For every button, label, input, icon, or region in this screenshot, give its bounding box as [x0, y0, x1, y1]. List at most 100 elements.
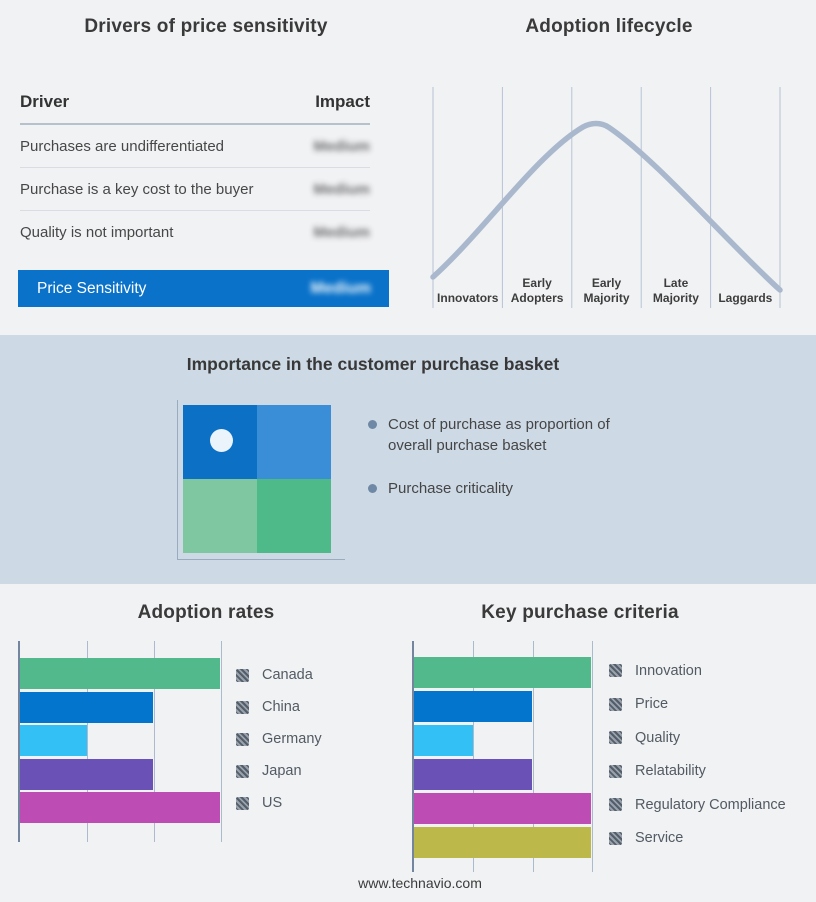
- legend-swatch-icon: [236, 668, 249, 682]
- key-purchase-criteria-legend: Innovation Price Quality Relatability Re…: [609, 654, 786, 855]
- key-purchase-criteria-plot: [412, 641, 593, 872]
- lifecycle-chart-title: Adoption lifecycle: [525, 16, 693, 37]
- column-header-driver: Driver: [20, 92, 70, 111]
- matrix-x-axis: [177, 559, 345, 560]
- key-purchase-criteria-chart-title: Key purchase criteria: [481, 602, 679, 623]
- table-row: Quality is not important Medium: [20, 211, 370, 254]
- lifecycle-stage-labels: Innovators Early Adopters Early Majority…: [433, 272, 780, 306]
- drivers-table: Driver Impact Purchases are undifferenti…: [20, 92, 370, 254]
- legend-swatch-icon: [236, 732, 249, 746]
- impact-cell-obscured: Medium: [313, 180, 370, 198]
- bullet-icon: [368, 420, 377, 429]
- bullet-text: Cost of purchase as proportion of overal…: [388, 416, 610, 454]
- legend-item: Canada: [236, 659, 322, 691]
- bullet-text: Purchase criticality: [388, 480, 514, 497]
- bar-regulatory-compliance: [414, 793, 591, 824]
- matrix-quadrant-bottom-right: [257, 479, 331, 553]
- purchase-basket-title: Importance in the customer purchase bask…: [186, 354, 560, 374]
- legend-label: US: [262, 795, 283, 811]
- footer-url: www.technavio.com: [358, 875, 482, 891]
- bar-japan: [20, 758, 154, 790]
- list-item: Cost of purchase as proportion of overal…: [368, 414, 640, 456]
- bar-group: [414, 641, 591, 858]
- list-item: Purchase criticality: [368, 478, 640, 499]
- gridline: [592, 641, 593, 872]
- adoption-rates-chart-title: Adoption rates: [137, 602, 275, 623]
- matrix-quadrant-bottom-left: [183, 479, 257, 553]
- stage-label-early-majority: Early Majority: [583, 276, 630, 305]
- legend-item: Regulatory Compliance: [609, 788, 786, 822]
- legend-label: Quality: [635, 729, 681, 746]
- lifecycle-bell-curve-chart: [430, 87, 783, 308]
- bar-us: [20, 792, 220, 823]
- gridline: [154, 641, 155, 842]
- price-sensitivity-summary-row: Price Sensitivity Medium: [18, 270, 389, 307]
- legend-swatch-icon: [236, 764, 249, 778]
- bar-china: [20, 691, 154, 723]
- column-header-impact: Impact: [315, 92, 370, 111]
- adoption-curve: [430, 120, 783, 293]
- matrix-position-marker: [210, 429, 233, 452]
- legend-item: Innovation: [609, 654, 786, 688]
- driver-cell: Purchase is a key cost to the buyer: [20, 180, 254, 198]
- legend-label: Relatability: [635, 763, 706, 780]
- stage-label-early-adopters: Early Adopters: [510, 276, 564, 305]
- legend-swatch-icon: [609, 697, 622, 711]
- bar-innovation: [414, 657, 591, 688]
- purchase-basket-band: [0, 335, 816, 584]
- price-sensitivity-label: Price Sensitivity: [37, 279, 147, 297]
- impact-cell-obscured: Medium: [310, 279, 371, 297]
- legend-item: Japan: [236, 755, 322, 787]
- adoption-rates-legend: Canada China Germany Japan US: [236, 659, 322, 819]
- legend-item: Quality: [609, 721, 786, 755]
- legend-label: Innovation: [635, 662, 702, 679]
- gridline: [221, 641, 222, 842]
- gridline: [473, 641, 474, 872]
- bar-canada: [20, 658, 220, 689]
- bullet-icon: [368, 484, 377, 493]
- legend-label: Japan: [262, 763, 302, 779]
- bar-relatability: [414, 759, 532, 790]
- matrix-y-axis: [177, 400, 178, 560]
- matrix-quadrant-top-right: [257, 405, 331, 479]
- legend-label: Service: [635, 830, 684, 847]
- stage-label-laggards: Laggards: [718, 291, 773, 305]
- legend-item: China: [236, 691, 322, 723]
- impact-cell-obscured: Medium: [313, 137, 370, 155]
- drivers-table-header: Driver Impact: [20, 92, 370, 125]
- legend-item: Price: [609, 688, 786, 722]
- driver-cell: Quality is not important: [20, 224, 174, 241]
- purchase-basket-bullet-list: Cost of purchase as proportion of overal…: [368, 414, 640, 499]
- legend-item: Germany: [236, 723, 322, 755]
- gridline: [533, 641, 534, 872]
- stage-label-innovators: Innovators: [437, 291, 499, 305]
- legend-item: US: [236, 787, 322, 819]
- legend-label: Price: [635, 696, 669, 713]
- bar-price: [414, 691, 532, 722]
- stage-label-late-majority: Late Majority: [652, 276, 699, 305]
- table-row: Purchase is a key cost to the buyer Medi…: [20, 168, 370, 211]
- drivers-panel-title: Drivers of price sensitivity: [84, 16, 328, 37]
- legend-swatch-icon: [609, 764, 622, 778]
- legend-item: Service: [609, 822, 786, 856]
- legend-label: Canada: [262, 667, 313, 683]
- legend-swatch-icon: [609, 731, 622, 745]
- bar-quality: [414, 725, 473, 756]
- legend-label: Regulatory Compliance: [635, 796, 786, 813]
- legend-item: Relatability: [609, 755, 786, 789]
- table-row: Purchases are undifferentiated Medium: [20, 125, 370, 168]
- bar-group: [20, 641, 220, 823]
- gridline: [87, 641, 88, 842]
- legend-swatch-icon: [236, 796, 249, 810]
- legend-swatch-icon: [609, 664, 622, 678]
- legend-label: China: [262, 699, 300, 715]
- legend-swatch-icon: [609, 831, 622, 845]
- legend-swatch-icon: [236, 700, 249, 714]
- bar-service: [414, 827, 591, 858]
- impact-cell-obscured: Medium: [313, 224, 370, 241]
- legend-label: Germany: [262, 731, 322, 747]
- adoption-rates-plot: [18, 641, 222, 842]
- legend-swatch-icon: [609, 798, 622, 812]
- driver-cell: Purchases are undifferentiated: [20, 137, 225, 155]
